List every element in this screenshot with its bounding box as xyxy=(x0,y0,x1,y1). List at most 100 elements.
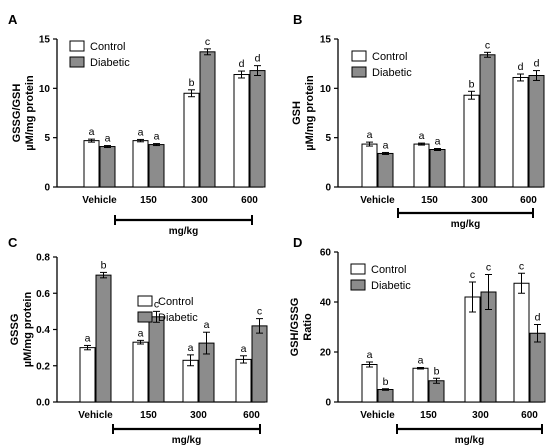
bar-diabetic-600 xyxy=(249,70,266,188)
bar-diabetic-300 xyxy=(199,51,216,188)
significance-letter: b xyxy=(469,78,475,90)
significance-letter: c xyxy=(154,298,159,310)
group-label: mg/kg xyxy=(451,219,480,230)
bar-control-150 xyxy=(413,143,430,188)
bar-diabetic-150 xyxy=(148,144,165,188)
legend-swatch-control xyxy=(351,50,367,62)
y-tick-label: 15 xyxy=(320,35,332,46)
significance-letter: a xyxy=(419,130,425,142)
bar-control-600 xyxy=(233,74,250,188)
y-axis-title-line: Ratio xyxy=(302,313,314,341)
significance-letter: a xyxy=(435,136,441,148)
x-tick-label: 150 xyxy=(140,195,157,206)
y-tick-label: 0.6 xyxy=(36,289,50,300)
significance-letter: b xyxy=(189,77,195,89)
significance-letter: b xyxy=(101,259,107,271)
bar-control-300 xyxy=(463,94,480,188)
legend-swatch-diabetic xyxy=(351,66,367,78)
significance-letter: c xyxy=(486,262,491,274)
bar-control-300 xyxy=(183,92,200,188)
bar-control-600 xyxy=(512,76,529,188)
y-tick-label: 0.0 xyxy=(36,398,50,409)
chart-panel-c: C 0.0 0.2 0.4 0.6 0.8 GSSGµM/mg protein a b Vehic… xyxy=(8,235,268,446)
significance-letter: a xyxy=(418,355,424,367)
significance-letter: a xyxy=(138,126,144,138)
y-tick-label: 60 xyxy=(320,248,332,259)
y-tick-label: 0 xyxy=(325,398,331,409)
x-tick-label: 300 xyxy=(472,410,489,421)
bar-diabetic-150 xyxy=(428,380,445,403)
significance-letter: b xyxy=(434,365,440,377)
significance-letter: a xyxy=(105,133,111,145)
y-axis-title-line: µM/mg protein xyxy=(304,75,316,151)
significance-letter: d xyxy=(518,61,524,73)
bar-control-vehicle xyxy=(361,364,378,403)
y-tick-label: 0.4 xyxy=(36,325,50,336)
legend-swatch-diabetic xyxy=(69,56,85,68)
bar-control-150 xyxy=(412,367,429,403)
bar-diabetic-600 xyxy=(528,75,545,188)
legend-label: Control xyxy=(371,264,406,276)
significance-letter: a xyxy=(154,131,160,143)
bar-diabetic-vehicle xyxy=(95,274,112,403)
y-axis-title-line: µM/mg protein xyxy=(22,292,34,368)
bar-control-300 xyxy=(464,296,481,403)
significance-letter: a xyxy=(367,129,373,141)
significance-letter: a xyxy=(138,327,144,339)
panel-letter: A xyxy=(8,12,18,27)
y-tick-label: 5 xyxy=(44,133,50,144)
significance-letter: b xyxy=(383,376,389,388)
legend-swatch-control xyxy=(137,295,153,307)
y-tick-label: 5 xyxy=(325,133,331,144)
significance-letter: c xyxy=(257,306,262,318)
bar-diabetic-600 xyxy=(251,325,268,403)
bar-diabetic-300 xyxy=(479,54,496,188)
legend-swatch-diabetic xyxy=(350,279,366,291)
x-tick-label: 600 xyxy=(243,410,260,421)
x-tick-label: 150 xyxy=(421,195,438,206)
bar-diabetic-600 xyxy=(529,332,546,403)
group-label: mg/kg xyxy=(172,435,201,446)
bar-control-vehicle xyxy=(79,347,96,403)
bar-control-600 xyxy=(513,282,530,403)
y-tick-label: 20 xyxy=(320,348,332,359)
y-tick-label: 0.8 xyxy=(36,253,50,264)
y-axis-title-line: GSH xyxy=(291,101,303,125)
significance-letter: c xyxy=(205,36,210,48)
x-tick-label: Vehicle xyxy=(82,195,117,206)
legend-swatch-control xyxy=(69,40,85,52)
y-axis-title-line: µM/mg protein xyxy=(24,75,36,151)
significance-letter: c xyxy=(485,39,490,51)
y-tick-label: 15 xyxy=(39,35,51,46)
legend-swatch-diabetic xyxy=(137,311,153,323)
significance-letter: d xyxy=(534,58,540,70)
x-tick-label: Vehicle xyxy=(360,410,395,421)
significance-letter: a xyxy=(367,349,373,361)
bar-control-vehicle xyxy=(361,143,378,188)
y-axis-title: GSSG/GSHµM/mg protein xyxy=(11,75,36,151)
legend-label: Control xyxy=(90,41,125,53)
y-axis-title-line: GSH/GSSG xyxy=(289,298,301,357)
legend-label: Diabetic xyxy=(90,57,130,69)
legend-label: Control xyxy=(158,296,193,308)
legend-label: Diabetic xyxy=(371,280,411,292)
y-tick-label: 0 xyxy=(325,183,331,194)
bar-diabetic-vehicle xyxy=(377,389,394,403)
significance-letter: d xyxy=(255,53,261,65)
significance-letter: a xyxy=(188,342,194,354)
y-axis-title: GSH/GSSGRatio xyxy=(289,298,314,357)
y-tick-label: 0 xyxy=(44,183,50,194)
panel-letter: B xyxy=(293,12,302,27)
significance-letter: a xyxy=(204,319,210,331)
bar-control-vehicle xyxy=(83,140,100,188)
legend-label: Diabetic xyxy=(372,67,412,79)
group-label: mg/kg xyxy=(455,435,484,446)
significance-letter: c xyxy=(470,269,475,281)
x-tick-label: 150 xyxy=(140,410,157,421)
bar-control-150 xyxy=(132,140,149,188)
bar-control-300 xyxy=(182,359,199,403)
x-tick-label: 300 xyxy=(190,410,207,421)
legend-swatch-control xyxy=(350,263,366,275)
